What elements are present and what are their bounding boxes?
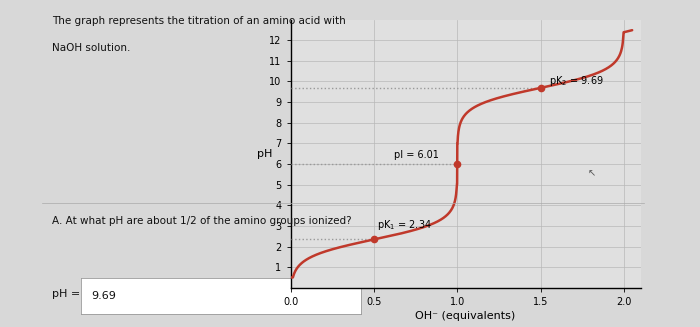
Text: A. At what pH are about 1/2 of the amino groups ionized?: A. At what pH are about 1/2 of the amino… — [52, 216, 352, 226]
Text: pI = 6.01: pI = 6.01 — [394, 150, 439, 160]
X-axis label: OH⁻ (equivalents): OH⁻ (equivalents) — [415, 311, 516, 321]
Text: The graph represents the titration of an amino acid with: The graph represents the titration of an… — [52, 16, 346, 26]
Text: pH =: pH = — [52, 289, 80, 299]
Text: pK$_1$ = 2.34: pK$_1$ = 2.34 — [377, 218, 432, 232]
Y-axis label: pH: pH — [257, 149, 272, 159]
Text: pK$_2$ = 9.69: pK$_2$ = 9.69 — [549, 74, 603, 88]
Text: 9.69: 9.69 — [92, 291, 117, 301]
Text: NaOH solution.: NaOH solution. — [52, 43, 131, 53]
Text: ↖: ↖ — [587, 168, 595, 179]
